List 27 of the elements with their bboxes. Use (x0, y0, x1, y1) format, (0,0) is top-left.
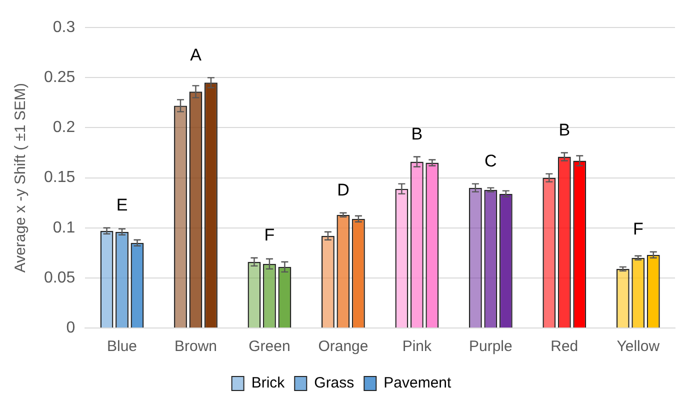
x-tick-label: Pink (402, 338, 432, 356)
x-tick-label: Orange (318, 338, 368, 356)
legend-label: Brick (251, 374, 286, 392)
annotation: D (337, 180, 350, 200)
legend-label: Grass (314, 374, 354, 392)
y-tick-label: 0.05 (44, 269, 76, 286)
annotation: C (484, 151, 497, 170)
x-tick-label: Red (550, 338, 578, 356)
y-tick-label: 0.1 (52, 219, 76, 236)
annotation: E (116, 196, 128, 215)
annotation: F (264, 226, 275, 245)
x-tick-label: Green (248, 338, 290, 356)
annotation: B (411, 124, 423, 144)
y-axis-title: Average x -y Shift ( ±1 SEM) (12, 82, 30, 273)
y-tick-label: 0 (66, 319, 76, 336)
x-tick-label: Purple (468, 338, 512, 356)
x-tick-label: Brown (174, 338, 218, 356)
y-tick-label: 0.2 (52, 119, 76, 136)
y-tick-label: 0.3 (52, 19, 76, 36)
annotation: B (558, 120, 570, 140)
y-tick-label: 0.15 (44, 169, 76, 186)
x-tick-label: Blue (106, 338, 138, 356)
annotation: A (190, 45, 202, 64)
annotation: F (632, 220, 644, 239)
x-tick-label: Yellow (616, 338, 660, 356)
y-tick-label: 0.25 (44, 69, 76, 86)
legend-label: Pavement (384, 374, 452, 392)
